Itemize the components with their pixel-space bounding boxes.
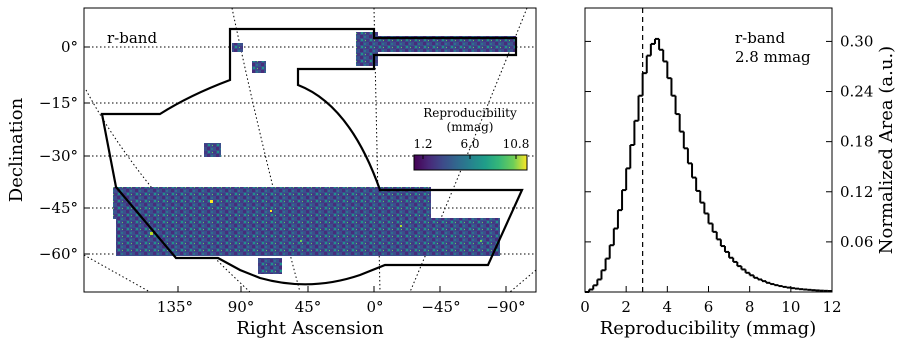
histogram-y-tick-label: 0.24 xyxy=(840,83,873,101)
histogram-x-axis-title: Reproducibility (mmag) xyxy=(600,318,816,339)
colorbar-tick-label: 10.8 xyxy=(503,137,530,151)
histogram-panel: 0 2 4 6 8 10 12 0.06 0.12 0.18 0.24 0.30 Reproduci… xyxy=(580,7,897,339)
map-x-tick-label: −90° xyxy=(486,298,525,316)
colorbar-tick-label: 6.0 xyxy=(460,137,479,151)
map-y-tick-label: −45° xyxy=(39,199,78,217)
histogram-x-tick-label: 8 xyxy=(745,298,755,316)
histogram-x-tick-label: 10 xyxy=(781,298,800,316)
map-y-tick-marks xyxy=(84,46,90,255)
histogram-x-tick-label: 12 xyxy=(822,298,841,316)
map-y-tick-label: −15° xyxy=(39,94,78,112)
map-x-axis-title: Right Ascension xyxy=(236,318,384,339)
colorbar: Reproducibility (mmag) 1.2 6.0 10.8 xyxy=(413,106,530,171)
map-plot-area xyxy=(84,8,536,292)
colorbar-title: Reproducibility xyxy=(423,106,517,120)
histogram-marks xyxy=(585,8,832,293)
map-x-tick-label: −45° xyxy=(421,298,460,316)
histogram-x-tick-label: 4 xyxy=(663,298,673,316)
histogram-band-label: r-band xyxy=(735,29,785,47)
histogram-y-tick-label: 0.06 xyxy=(840,233,873,251)
map-x-tick-label: 90° xyxy=(228,298,255,316)
map-x-tick-marks xyxy=(177,286,507,292)
map-y-axis-title: Declination xyxy=(6,97,27,202)
histogram-median-label: 2.8 mmag xyxy=(735,48,811,66)
sky-map-panel: 0° −15° −30° −45° −60° 135° 90° 45° 0° −… xyxy=(6,7,537,339)
footprint-outline xyxy=(100,27,524,286)
histogram-y-ticks: 0.06 0.12 0.18 0.24 0.30 xyxy=(585,32,873,251)
map-axes-frame xyxy=(83,7,537,293)
map-band-label: r-band xyxy=(107,29,157,47)
map-y-tick-label: 0° xyxy=(61,38,78,56)
map-x-tick-label: 0° xyxy=(366,298,383,316)
map-y-tick-label: −30° xyxy=(39,147,78,165)
histogram-x-tick-label: 6 xyxy=(704,298,714,316)
histogram-x-tick-label: 0 xyxy=(580,298,590,316)
histogram-y-axis-title: Normalized Area (a.u.) xyxy=(876,46,897,254)
histogram-x-tick-label: 2 xyxy=(621,298,631,316)
histogram-y-tick-label: 0.18 xyxy=(840,133,873,151)
histogram-y-tick-label: 0.30 xyxy=(840,32,873,50)
histogram-x-ticks: 0 2 4 6 8 10 12 xyxy=(580,286,842,316)
coverage-map xyxy=(113,32,516,274)
colorbar-tick-label: 1.2 xyxy=(413,137,432,151)
histogram-y-tick-label: 0.12 xyxy=(840,183,873,201)
colorbar-units: (mmag) xyxy=(447,120,494,134)
map-y-tick-label: −60° xyxy=(39,245,78,263)
map-x-tick-label: 135° xyxy=(157,298,193,316)
map-x-tick-label: 45° xyxy=(295,298,322,316)
